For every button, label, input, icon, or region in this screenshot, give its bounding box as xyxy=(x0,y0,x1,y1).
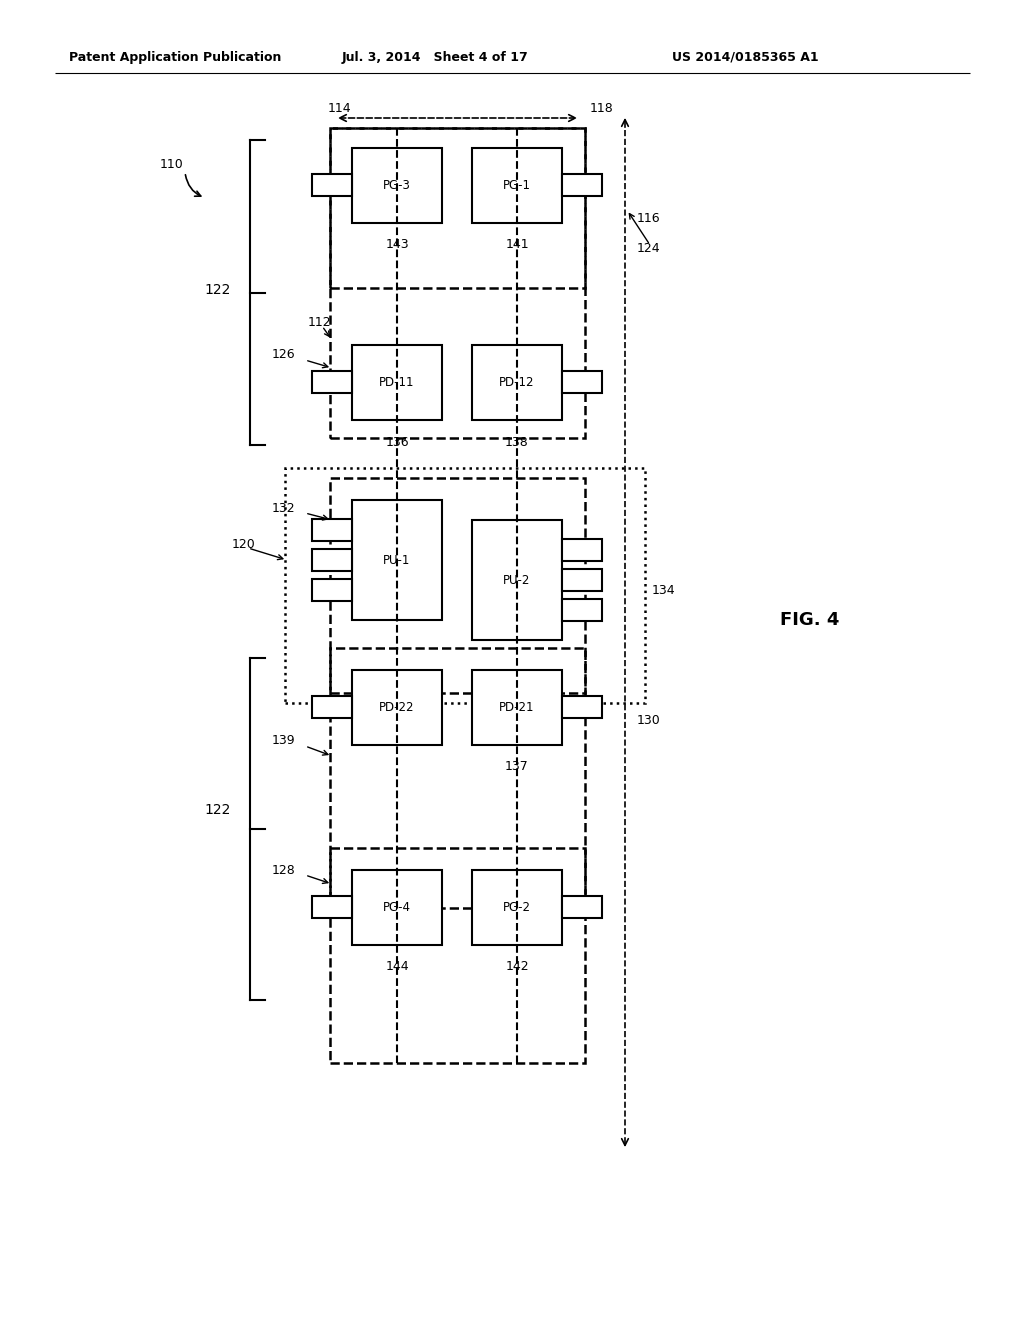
Text: 139: 139 xyxy=(271,734,295,747)
Text: PD-12: PD-12 xyxy=(500,376,535,389)
Bar xyxy=(312,579,352,601)
Bar xyxy=(330,478,585,693)
Text: Patent Application Publication: Patent Application Publication xyxy=(69,50,282,63)
Bar xyxy=(562,696,602,718)
Text: PG-2: PG-2 xyxy=(503,902,531,913)
Bar xyxy=(472,870,562,945)
Bar xyxy=(472,520,562,640)
Text: PU-1: PU-1 xyxy=(383,553,411,566)
Text: 143: 143 xyxy=(385,239,409,252)
Bar xyxy=(312,549,352,572)
Text: PD-22: PD-22 xyxy=(379,701,415,714)
Bar xyxy=(352,870,442,945)
Text: PD-21: PD-21 xyxy=(500,701,535,714)
Text: 137: 137 xyxy=(505,760,528,774)
Text: US 2014/0185365 A1: US 2014/0185365 A1 xyxy=(672,50,818,63)
Bar xyxy=(312,519,352,541)
Text: 144: 144 xyxy=(385,961,409,974)
Bar xyxy=(472,671,562,744)
Bar xyxy=(562,896,602,917)
Text: 120: 120 xyxy=(232,539,256,552)
Bar xyxy=(472,148,562,223)
Bar xyxy=(562,174,602,195)
Text: FIG. 4: FIG. 4 xyxy=(780,611,840,630)
Text: 141: 141 xyxy=(505,239,528,252)
Text: 136: 136 xyxy=(385,436,409,449)
Text: 110: 110 xyxy=(160,158,184,172)
Text: Jul. 3, 2014   Sheet 4 of 17: Jul. 3, 2014 Sheet 4 of 17 xyxy=(342,50,528,63)
Text: PG-3: PG-3 xyxy=(383,180,411,191)
Text: 126: 126 xyxy=(271,348,295,362)
Bar xyxy=(562,539,602,561)
Bar xyxy=(312,696,352,718)
Text: 122: 122 xyxy=(205,803,231,817)
Bar xyxy=(330,128,585,438)
Text: PG-4: PG-4 xyxy=(383,902,411,913)
Text: 134: 134 xyxy=(652,583,676,597)
Text: 114: 114 xyxy=(328,102,351,115)
Text: 112: 112 xyxy=(308,315,332,329)
Text: PU-2: PU-2 xyxy=(504,573,530,586)
Bar xyxy=(352,345,442,420)
Text: 138: 138 xyxy=(505,436,528,449)
Text: 142: 142 xyxy=(505,961,528,974)
Bar xyxy=(312,371,352,393)
Bar xyxy=(562,371,602,393)
Bar xyxy=(562,599,602,620)
Bar xyxy=(472,345,562,420)
Bar xyxy=(330,648,585,908)
Text: PD-11: PD-11 xyxy=(379,376,415,389)
Bar xyxy=(352,500,442,620)
Bar xyxy=(352,148,442,223)
Text: 116: 116 xyxy=(637,211,660,224)
Text: PG-1: PG-1 xyxy=(503,180,531,191)
Bar xyxy=(330,128,585,288)
Text: 122: 122 xyxy=(205,282,231,297)
Bar xyxy=(312,896,352,917)
Text: 124: 124 xyxy=(637,242,660,255)
Bar xyxy=(312,174,352,195)
Bar xyxy=(352,671,442,744)
Text: 132: 132 xyxy=(271,502,295,515)
Text: 118: 118 xyxy=(590,102,613,115)
Text: 128: 128 xyxy=(271,863,295,876)
Text: 130: 130 xyxy=(637,714,660,726)
Bar xyxy=(562,569,602,591)
Bar xyxy=(285,469,645,704)
Bar xyxy=(330,847,585,1063)
